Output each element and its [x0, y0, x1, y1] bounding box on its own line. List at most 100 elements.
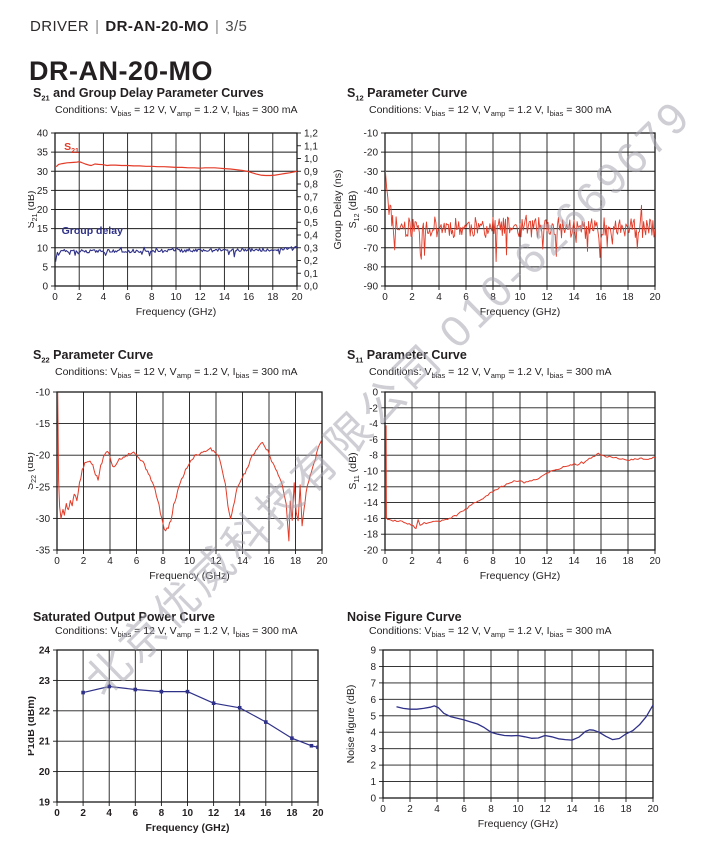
svg-text:25: 25: [37, 185, 49, 196]
svg-text:0: 0: [52, 292, 58, 303]
chart-s11: S11 Parameter Curve Conditions: Vbias = …: [342, 348, 682, 588]
svg-text:2: 2: [81, 556, 87, 567]
plot-border: [384, 131, 656, 287]
svg-text:3: 3: [370, 744, 376, 755]
svg-text:-18: -18: [364, 529, 379, 540]
breadcrumb-model: DR-AN-20-MO: [105, 18, 209, 35]
svg-text:4: 4: [101, 292, 107, 303]
series-p1db: [81, 684, 318, 750]
chart-noise-figure: Noise Figure Curve Conditions: Vbias = 1…: [342, 610, 682, 842]
svg-text:-80: -80: [364, 262, 379, 273]
chart-title: S22 Parameter Curve: [33, 348, 154, 365]
svg-text:-30: -30: [364, 166, 379, 177]
svg-text:0,5: 0,5: [304, 217, 318, 228]
svg-text:8: 8: [490, 556, 496, 567]
svg-text:16: 16: [595, 556, 607, 567]
svg-text:8: 8: [149, 292, 155, 303]
svg-text:18: 18: [622, 292, 634, 303]
svg-text:8: 8: [159, 808, 165, 819]
svg-text:14: 14: [237, 556, 249, 567]
page-title: DR-AN-20-MO: [29, 56, 213, 87]
svg-text:12: 12: [208, 808, 220, 819]
svg-text:14: 14: [219, 292, 231, 303]
svg-text:2: 2: [409, 292, 415, 303]
svg-text:1,1: 1,1: [304, 141, 318, 152]
svg-text:12: 12: [539, 804, 551, 815]
svg-text:6: 6: [125, 292, 131, 303]
plot-border: [56, 390, 323, 551]
svg-text:-90: -90: [364, 281, 379, 292]
svg-text:-50: -50: [364, 205, 379, 216]
svg-text:10: 10: [182, 808, 194, 819]
svg-text:15: 15: [37, 224, 49, 235]
axis-labels: 0 2 4 6 8 10 12 14 16 18 20 0 -2 -4 -6 -8 -10 -12 -14 -16 -1…: [347, 387, 661, 582]
svg-text:0: 0: [370, 794, 376, 805]
svg-text:20: 20: [649, 556, 661, 567]
svg-text:20: 20: [39, 767, 51, 778]
grid: [381, 391, 656, 554]
series-group-delay: [55, 245, 297, 262]
chart-s12: S12 Parameter Curve Conditions: Vbias = …: [342, 86, 682, 321]
svg-text:4: 4: [436, 556, 442, 567]
svg-text:14: 14: [568, 292, 580, 303]
svg-text:10: 10: [37, 243, 49, 254]
svg-text:20: 20: [291, 292, 303, 303]
svg-text:-6: -6: [369, 434, 378, 445]
svg-text:-25: -25: [36, 482, 51, 493]
svg-text:0,3: 0,3: [304, 243, 318, 254]
svg-text:20: 20: [647, 804, 659, 815]
svg-text:5: 5: [370, 711, 376, 722]
svg-text:-70: -70: [364, 243, 379, 254]
svg-text:-35: -35: [36, 545, 51, 556]
svg-text:9: 9: [370, 646, 376, 657]
svg-text:-12: -12: [364, 482, 379, 493]
grid: [381, 132, 656, 290]
svg-text:14: 14: [234, 808, 246, 819]
chart-saturated-output-power: Saturated Output Power Curve Conditions:…: [28, 610, 368, 842]
x-axis-title: Frequency (GHz): [149, 570, 230, 582]
y-axis-title: S11 (dB): [347, 452, 361, 489]
svg-text:2: 2: [76, 292, 82, 303]
svg-text:19: 19: [39, 798, 51, 809]
y-axis-title: S22 (dB): [28, 452, 38, 490]
svg-text:20: 20: [316, 556, 328, 567]
svg-text:12: 12: [541, 292, 553, 303]
x-axis-title: Frequency (GHz): [136, 306, 217, 318]
svg-text:-10: -10: [364, 466, 379, 477]
svg-text:5: 5: [42, 262, 48, 273]
svg-text:4: 4: [434, 804, 440, 815]
chart-title: S12 Parameter Curve: [347, 86, 468, 103]
chart-title: S21 and Group Delay Parameter Curves: [33, 86, 264, 103]
svg-text:-30: -30: [36, 513, 51, 524]
svg-text:24: 24: [39, 646, 51, 657]
svg-text:-15: -15: [36, 419, 51, 430]
svg-text:16: 16: [263, 556, 275, 567]
svg-text:0,8: 0,8: [304, 179, 318, 190]
svg-text:12: 12: [195, 292, 207, 303]
svg-text:18: 18: [267, 292, 279, 303]
svg-text:0: 0: [380, 804, 386, 815]
y2-axis-title: Group Delay (ns): [332, 169, 344, 249]
breadcrumb: DRIVER | DR-AN-20-MO | 3/5: [30, 18, 247, 35]
svg-text:10: 10: [514, 292, 526, 303]
svg-text:23: 23: [39, 676, 51, 687]
curve-label: S21: [64, 140, 79, 154]
x-axis-title: Frequency (GHz): [480, 306, 561, 318]
plot-s22: 0 2 4 6 8 10 12 14 16 18 20 -10 -15 -20 -25 -30 -35 Frequ…: [28, 387, 328, 582]
svg-text:6: 6: [461, 804, 467, 815]
svg-text:0,4: 0,4: [304, 230, 318, 241]
svg-text:0,0: 0,0: [304, 281, 318, 292]
svg-text:-8: -8: [369, 450, 378, 461]
series-s22: [57, 392, 322, 541]
svg-text:0: 0: [372, 387, 378, 398]
svg-text:0,9: 0,9: [304, 166, 318, 177]
grid: [379, 649, 654, 803]
svg-text:6: 6: [463, 556, 469, 567]
chart-conditions: Conditions: Vbias = 12 V, Vamp = 1.2 V, …: [369, 625, 612, 640]
svg-text:-16: -16: [364, 513, 379, 524]
y-axis-title: S12 (dB): [347, 190, 361, 228]
svg-text:-4: -4: [369, 419, 378, 430]
plot-border: [384, 390, 656, 551]
svg-text:4: 4: [370, 728, 376, 739]
svg-text:0,7: 0,7: [304, 192, 318, 203]
